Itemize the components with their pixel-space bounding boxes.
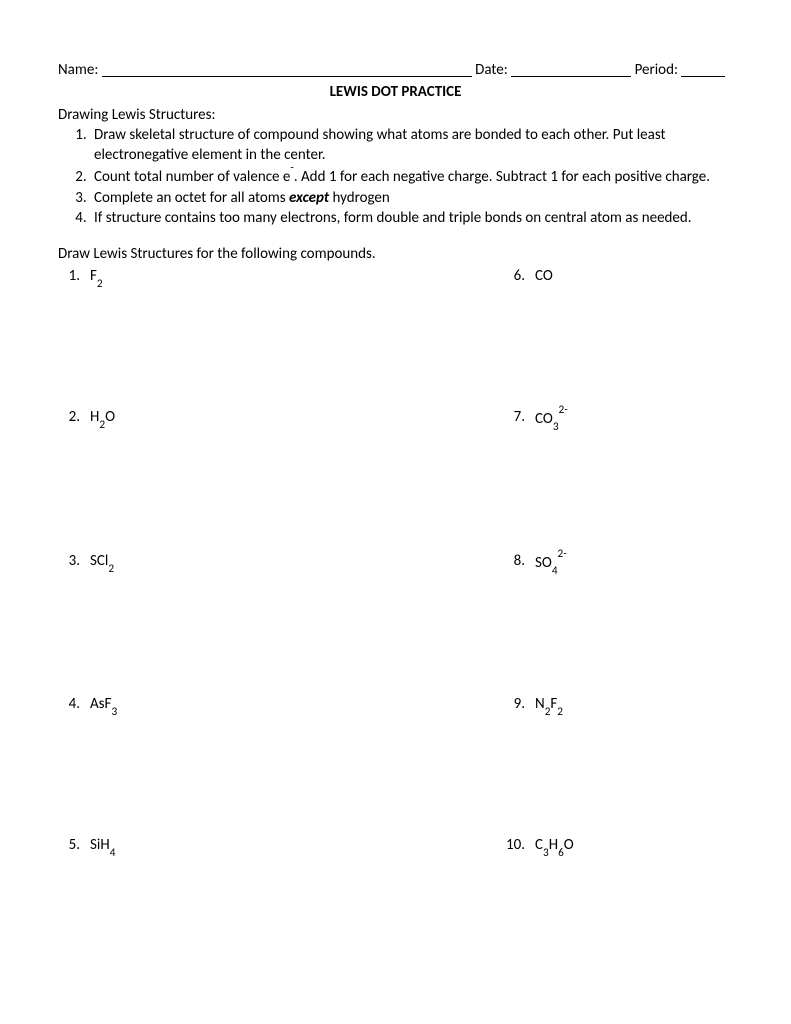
instructions-list: Draw skeletal structure of compound show… xyxy=(58,125,733,228)
compound-number: 2. xyxy=(58,407,90,432)
compound-formula: N2F2 xyxy=(535,694,563,717)
compound-right: 7. CO32- xyxy=(503,407,568,432)
section-heading: Drawing Lewis Structures: xyxy=(58,105,733,125)
period-label: Period: xyxy=(635,60,678,80)
compound-row: 2. H2O 7. CO32- xyxy=(58,407,733,432)
instruction-item: Draw skeletal structure of compound show… xyxy=(90,125,733,166)
instruction-em: except xyxy=(289,189,329,207)
compound-formula: CO32- xyxy=(535,407,568,432)
period-blank[interactable] xyxy=(681,57,725,77)
compound-right: 6. CO xyxy=(503,266,553,289)
compound-right: 10. C3H6O xyxy=(503,835,574,858)
compound-number: 3. xyxy=(58,551,90,576)
compound-number: 6. xyxy=(503,266,535,289)
compound-number: 7. xyxy=(503,407,535,432)
prompt: Draw Lewis Structures for the following … xyxy=(58,244,733,264)
compound-left: 2. H2O xyxy=(58,407,503,432)
header-line: Name: Date: Period: xyxy=(58,60,733,80)
compound-formula: AsF3 xyxy=(90,694,117,717)
compound-formula: CO xyxy=(535,266,553,289)
compound-number: 1. xyxy=(58,266,90,289)
instruction-item: Complete an octet for all atoms except h… xyxy=(90,188,733,208)
compound-row: 4. AsF3 9. N2F2 xyxy=(58,694,733,717)
compound-right: 9. N2F2 xyxy=(503,694,563,717)
compound-row: 1. F2 6. CO xyxy=(58,266,733,289)
instruction-sup: - xyxy=(290,161,293,175)
page-title: LEWIS DOT PRACTICE xyxy=(58,82,733,102)
name-label: Name: xyxy=(58,60,98,80)
compound-formula: C3H6O xyxy=(535,835,574,858)
instruction-text: Complete an octet for all atoms xyxy=(94,189,289,207)
compound-formula: SO42- xyxy=(535,551,567,576)
compound-number: 5. xyxy=(58,835,90,858)
date-blank[interactable] xyxy=(511,57,631,77)
compound-formula: F2 xyxy=(90,266,103,289)
compound-left: 5. SiH4 xyxy=(58,835,503,858)
compound-number: 8. xyxy=(503,551,535,576)
compound-formula: SCl2 xyxy=(90,551,114,576)
compound-number: 9. xyxy=(503,694,535,717)
instruction-text: hydrogen xyxy=(329,189,390,207)
instruction-text: . Add 1 for each negative charge. Subtra… xyxy=(294,168,710,186)
instruction-item: Count total number of valence e-. Add 1 … xyxy=(90,165,733,187)
instruction-item: If structure contains too many electrons… xyxy=(90,208,733,228)
instruction-text: Draw skeletal structure of compound show… xyxy=(94,126,666,164)
compound-row: 5. SiH4 10. C3H6O xyxy=(58,835,733,858)
instruction-text: Count total number of valence e xyxy=(94,168,290,186)
compound-right: 8. SO42- xyxy=(503,551,567,576)
compound-left: 1. F2 xyxy=(58,266,503,289)
instruction-text: If structure contains too many electrons… xyxy=(94,209,692,227)
compound-formula: H2O xyxy=(90,407,115,432)
compound-number: 4. xyxy=(58,694,90,717)
compound-formula: SiH4 xyxy=(90,835,115,858)
compound-left: 3. SCl2 xyxy=(58,551,503,576)
compound-left: 4. AsF3 xyxy=(58,694,503,717)
compound-number: 10. xyxy=(503,835,535,858)
compound-row: 3. SCl2 8. SO42- xyxy=(58,551,733,576)
name-blank[interactable] xyxy=(102,57,472,77)
compounds-grid: 1. F2 6. CO 2. H2O 7. CO32- 3. SCl2 8. S… xyxy=(58,266,733,858)
date-label: Date: xyxy=(475,60,508,80)
